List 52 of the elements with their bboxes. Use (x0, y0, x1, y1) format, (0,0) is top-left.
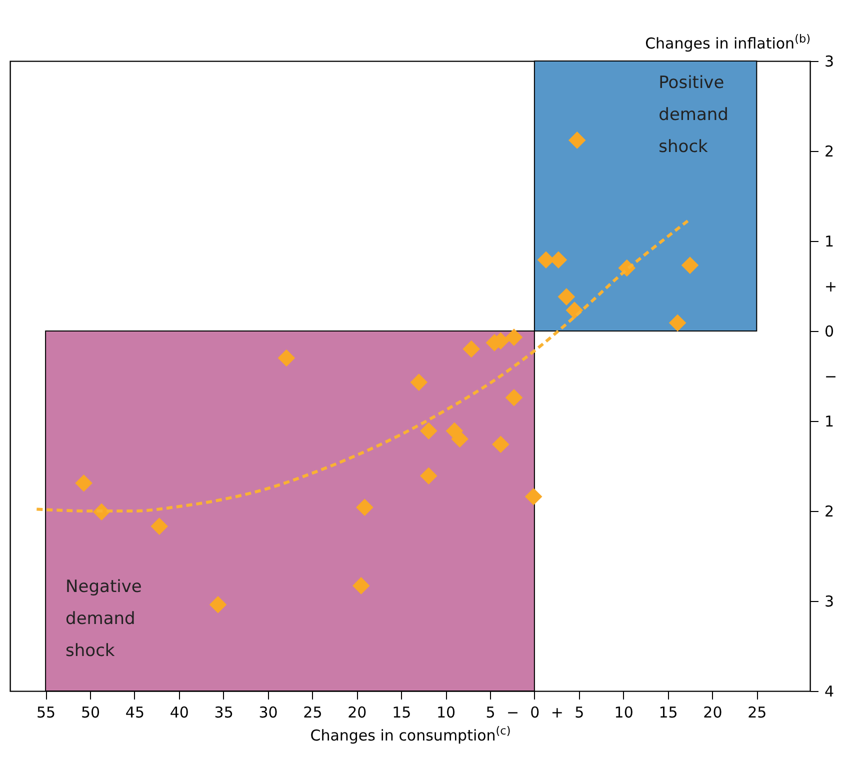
point (492, 436, 510, 454)
point (524, 488, 542, 506)
y-tick-label: 1 (824, 232, 834, 250)
point (150, 518, 168, 535)
x-tick-label: 10 (614, 704, 634, 722)
point (209, 596, 227, 614)
point (568, 132, 586, 149)
x-tick-label: 0 (530, 704, 540, 722)
point (410, 374, 428, 391)
point (356, 498, 374, 516)
x-tick-label: 30 (258, 704, 278, 722)
x-tick-label: 15 (658, 704, 678, 722)
band-label: Positive demand shock (658, 73, 728, 157)
point (558, 288, 576, 306)
point (668, 314, 686, 332)
y-tick-label: − (824, 368, 838, 386)
point (462, 340, 480, 358)
point (420, 467, 438, 485)
y-tick-label: 0 (824, 322, 834, 340)
x-tick-label: 25 (303, 704, 322, 722)
band-label: Negative demand shock (66, 577, 142, 661)
point (278, 349, 296, 367)
point (451, 430, 468, 448)
x-tick-label: 40 (170, 704, 189, 722)
x-tick-label: 55 (36, 704, 56, 722)
point (681, 256, 699, 274)
x-tick-label: 15 (392, 704, 412, 722)
point (75, 474, 92, 492)
point (420, 422, 438, 440)
x-tick-label: 45 (125, 704, 144, 722)
x-tick-label: 5 (574, 704, 584, 722)
y-tick-label: 4 (824, 682, 834, 700)
x-tick-label: 35 (214, 704, 234, 722)
x-tick-label: 10 (436, 704, 456, 722)
x-axis-title: Changes in consumption$^{(c)}$ (310, 724, 511, 744)
point (505, 388, 523, 406)
x-tick-label: 5 (486, 704, 496, 722)
y-tick-label: 3 (824, 52, 834, 70)
y-tick-label: + (824, 278, 838, 296)
x-tick-label: 20 (703, 704, 722, 722)
y-axis-title: Changes in inflation$^{(b)}$ (645, 32, 810, 52)
x-tick-label: 20 (348, 704, 367, 722)
x-tick-label: − (506, 704, 520, 722)
point (352, 577, 370, 594)
x-tick-label: 25 (748, 704, 767, 722)
y-tick-label: 1 (824, 412, 834, 430)
y-tick-label: 2 (824, 502, 834, 520)
x-tick-label: + (550, 704, 564, 722)
y-tick-label: 2 (824, 142, 834, 160)
point (505, 328, 523, 346)
y-tick-label: 3 (824, 592, 834, 610)
x-tick-label: 50 (80, 704, 100, 722)
